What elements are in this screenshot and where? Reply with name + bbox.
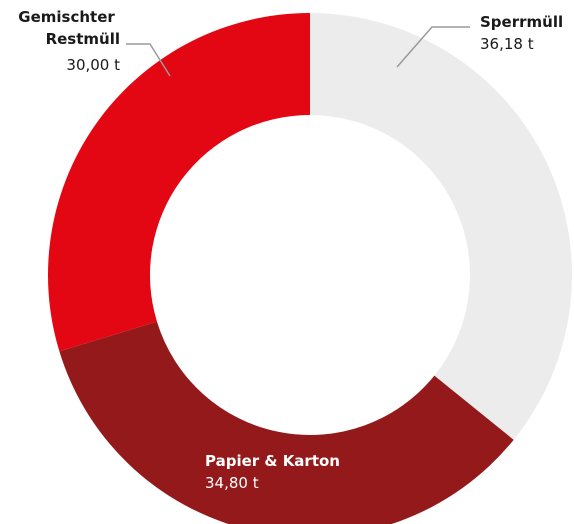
category-label: Gemischter Restmüll — [18, 8, 120, 48]
value-label: 34,80 t — [205, 474, 259, 492]
leader-line — [396, 26, 470, 68]
value-label: 30,00 t — [66, 56, 120, 74]
leader-line — [126, 43, 171, 77]
slice — [59, 321, 514, 524]
value-label: 36,18 t — [480, 35, 534, 53]
category-label: Papier & Karton — [205, 452, 340, 470]
slices — [47, 13, 572, 524]
category-label: Sperrmüll — [480, 13, 563, 31]
slice — [310, 13, 572, 440]
slice — [47, 13, 310, 352]
